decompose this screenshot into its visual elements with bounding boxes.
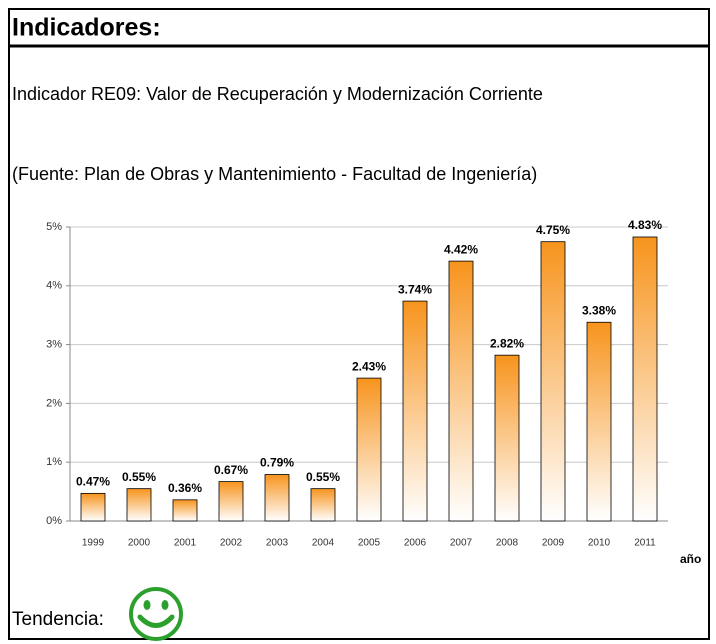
value-label: 0.36% <box>168 481 202 495</box>
y-tick-label: 4% <box>46 280 62 292</box>
value-label: 0.79% <box>260 456 294 470</box>
bar <box>310 488 336 522</box>
y-tick-label: 3% <box>46 339 62 351</box>
bar <box>586 321 612 522</box>
value-label: 0.55% <box>122 470 156 484</box>
x-tick-label: 2002 <box>220 538 243 549</box>
bar <box>264 474 290 522</box>
value-label: 2.43% <box>352 359 386 373</box>
bar <box>172 499 198 522</box>
bar <box>540 241 566 522</box>
x-tick-label: 1999 <box>82 538 105 549</box>
x-tick-label: 2006 <box>404 538 427 549</box>
x-tick-label: 2010 <box>588 538 611 549</box>
value-label: 4.83% <box>628 218 662 232</box>
value-label: 0.67% <box>214 463 248 477</box>
bar <box>448 260 474 522</box>
bar <box>632 236 658 522</box>
bar <box>356 377 382 522</box>
y-tick-label: 2% <box>46 397 62 409</box>
x-tick-label: 2009 <box>542 538 565 549</box>
x-tick-label: 2005 <box>358 538 381 549</box>
x-tick-label: 2007 <box>450 538 473 549</box>
chart: 0% 1% 2% 3% 4% 5% año 1999 0.47% 2000 0.55% 2001 0.3… <box>46 218 701 566</box>
page-title: Indicadores: <box>12 14 161 42</box>
bar <box>80 492 106 522</box>
source-text: (Fuente: Plan de Obras y Mantenimiento -… <box>12 164 537 184</box>
smiley <box>129 587 183 641</box>
value-label: 2.82% <box>490 336 524 350</box>
value-label: 3.74% <box>398 282 432 296</box>
x-tick-label: 2003 <box>266 538 289 549</box>
y-tick-label: 1% <box>46 456 62 468</box>
trend-label: Tendencia: <box>12 609 104 630</box>
bar <box>402 300 428 522</box>
value-label: 0.55% <box>306 470 340 484</box>
bar <box>494 354 520 522</box>
x-axis-label: año <box>680 552 701 566</box>
x-tick-label: 2008 <box>496 538 519 549</box>
y-tick-label: 5% <box>46 221 62 233</box>
x-tick-label: 2000 <box>128 538 151 549</box>
value-label: 3.38% <box>582 303 616 317</box>
x-tick-label: 2004 <box>312 538 335 549</box>
value-label: 4.42% <box>444 242 478 256</box>
bar <box>126 488 152 522</box>
x-tick-label: 2011 <box>634 538 656 549</box>
value-label: 4.75% <box>536 223 570 237</box>
value-label: 0.47% <box>76 475 110 489</box>
x-tick-label: 2001 <box>174 538 197 549</box>
indicator-text: Indicador RE09: Valor de Recuperación y … <box>12 84 543 104</box>
y-tick-label: 0% <box>46 515 62 527</box>
bar <box>218 481 244 522</box>
